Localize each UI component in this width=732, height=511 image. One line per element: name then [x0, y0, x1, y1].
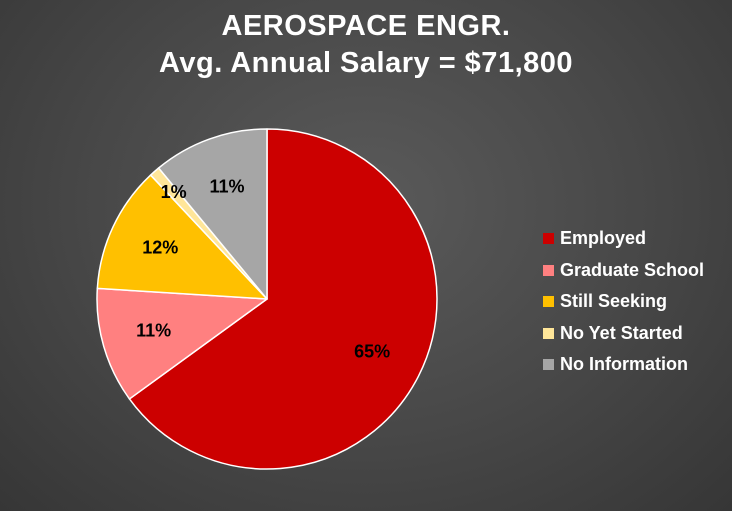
chart-title: AEROSPACE ENGR. Avg. Annual Salary = $71… — [0, 8, 732, 82]
legend-swatch-employed — [543, 233, 554, 245]
data-label-still-seeking: 12% — [142, 238, 178, 258]
legend-label-still-seeking: Still Seeking — [560, 291, 668, 312]
legend-label-graduate-school: Graduate School — [560, 259, 705, 280]
legend-item-graduate-school: Graduate School — [543, 255, 704, 287]
data-label-employed: 65% — [354, 341, 390, 361]
legend-swatch-graduate-school — [543, 264, 554, 276]
chart-title-line-2: Avg. Annual Salary = $71,800 — [158, 47, 574, 79]
legend-item-not-yet-started: No Yet Started — [543, 318, 704, 350]
chart-legend: Employed Graduate School Still Seeking N… — [543, 223, 704, 381]
legend-label-employed: Employed — [560, 228, 647, 249]
legend-item-no-information: No Information — [543, 349, 704, 381]
legend-item-employed: Employed — [543, 223, 704, 255]
pie-slice-employed — [128, 128, 438, 470]
legend-label-no-information: No Information — [560, 354, 688, 375]
legend-item-still-seeking: Still Seeking — [543, 286, 704, 318]
pie-slice-no-information — [157, 128, 268, 300]
legend-swatch-no-information — [543, 359, 554, 371]
pie-slice-graduate-school — [96, 287, 268, 400]
data-label-not-yet-started: 1% — [161, 182, 187, 202]
legend-swatch-still-seeking — [543, 296, 554, 308]
pie-slice-still-seeking — [96, 174, 268, 300]
chart-title-line-1: AEROSPACE ENGR. — [221, 10, 511, 42]
legend-swatch-not-yet-started — [543, 327, 554, 339]
data-label-graduate-school: 11% — [136, 321, 171, 341]
data-label-no-information: 11% — [210, 177, 245, 197]
legend-label-not-yet-started: No Yet Started — [560, 322, 683, 343]
